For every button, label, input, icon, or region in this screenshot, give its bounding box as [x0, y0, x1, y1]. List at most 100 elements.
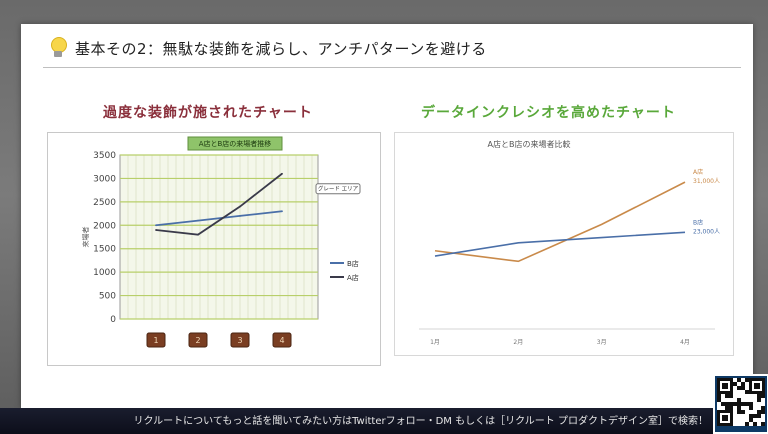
qr-module — [749, 414, 753, 418]
qr-module — [729, 406, 733, 410]
series-end-name: A店 — [693, 168, 703, 176]
annotation-text: グレード エリア — [318, 185, 359, 193]
x-tick-label: 4月 — [680, 339, 690, 346]
data-point — [155, 224, 157, 227]
qr-module — [741, 410, 745, 414]
qr-module — [737, 378, 741, 382]
qr-module — [757, 394, 761, 398]
data-point — [281, 172, 283, 175]
x-tick-label: 4 — [279, 336, 284, 345]
qr-module — [737, 386, 741, 390]
y-tick-label: 3500 — [93, 151, 116, 161]
x-category-box — [272, 332, 292, 348]
qr-module — [737, 402, 741, 406]
qr-module — [761, 410, 765, 414]
y-tick-label: 2000 — [93, 221, 116, 231]
x-tick-label: 1月 — [430, 339, 440, 346]
qr-module — [761, 406, 765, 410]
x-category-box — [146, 332, 166, 348]
qr-module — [749, 406, 753, 410]
legend-label: B店 — [347, 259, 359, 268]
x-tick-label: 3月 — [597, 339, 607, 346]
slide-title: 基本その2：無駄な装飾を減らし、アンチパターンを避ける — [75, 39, 487, 58]
qr-finder-core — [722, 415, 728, 421]
qr-module — [745, 422, 749, 426]
x-tick-label: 3 — [237, 336, 242, 345]
x-tick-label: 1 — [153, 336, 158, 345]
qr-module — [757, 410, 761, 414]
y-tick-label: 1500 — [93, 245, 116, 255]
x-category-box — [230, 332, 250, 348]
qr-module — [741, 402, 745, 406]
series-line-B店 — [155, 210, 283, 227]
header-divider — [43, 67, 741, 68]
qr-module — [753, 422, 757, 426]
x-tick-label: 2月 — [513, 339, 523, 346]
x-category-box — [188, 332, 208, 348]
data-point — [155, 229, 157, 231]
qr-module — [721, 402, 725, 406]
data-point — [239, 215, 241, 217]
qr-module — [749, 402, 753, 406]
lightbulb-icon — [49, 37, 67, 59]
qr-module — [733, 382, 737, 386]
y-axis-label: 来場者 — [81, 227, 90, 248]
y-tick-label: 2500 — [93, 198, 116, 208]
qr-module — [725, 394, 729, 398]
series-line-B店 — [434, 231, 686, 257]
qr-module — [745, 390, 749, 394]
title-box — [187, 136, 283, 151]
slide-header: 基本その2：無駄な装飾を減らし、アンチパターンを避ける — [49, 34, 733, 62]
chart-title: A店とB店の来場者推移 — [199, 139, 272, 148]
y-tick-label: 500 — [99, 292, 116, 302]
data-point — [197, 233, 199, 236]
footer-banner: リクルートについてもっと話を聞いてみたい方はTwitterフォロー・DM もしく… — [0, 408, 768, 434]
data-point — [197, 219, 199, 222]
y-tick-label: 0 — [110, 315, 116, 325]
data-point — [281, 210, 283, 213]
qr-module — [749, 418, 753, 422]
decorated-chart-svg: 0 500 1000 1500 2000 2500 3000 3500 来場者 A店とB店の来場者… — [81, 136, 361, 348]
qr-module — [725, 406, 729, 410]
series-end-name: B店 — [693, 218, 703, 226]
qr-finder-core — [754, 383, 760, 389]
y-tick-label: 1000 — [93, 268, 116, 278]
qr-module — [729, 402, 733, 406]
qr-module — [729, 394, 733, 398]
left-chart-heading: 過度な装飾が施されたチャート — [103, 105, 313, 121]
qr-module — [741, 382, 745, 386]
series-end-value: 31,000人 — [693, 178, 720, 185]
qr-code[interactable] — [713, 374, 768, 434]
clean-chart-svg: A店とB店の来場者比較 A店 31,000人 B店 23,000人 1月 2月 3月 4月 — [419, 139, 720, 346]
right-chart-heading: データインクレシオを高めたチャート — [421, 105, 676, 121]
qr-module — [745, 402, 749, 406]
chart-title: A店とB店の来場者比較 — [488, 139, 571, 149]
qr-module — [733, 402, 737, 406]
qr-module — [761, 394, 765, 398]
series-end-value: 23,000人 — [693, 228, 720, 235]
qr-module — [761, 422, 765, 426]
footer-text: リクルートについてもっと話を聞いてみたい方はTwitterフォロー・DM もしく… — [133, 416, 708, 427]
annotation-box — [315, 183, 361, 195]
data-point — [239, 205, 241, 208]
qr-finder-core — [722, 383, 728, 389]
qr-module — [737, 398, 741, 402]
presentation-slide: 基本その2：無駄な装飾を減らし、アンチパターンを避ける 過度な装飾が施されたチャ… — [21, 24, 753, 408]
qr-pattern — [717, 378, 765, 426]
qr-module — [741, 386, 745, 390]
y-tick-label: 3000 — [93, 174, 116, 184]
qr-module — [717, 394, 721, 398]
qr-module — [737, 410, 741, 414]
legend-label: A店 — [347, 273, 359, 282]
series-line-A店 — [155, 173, 283, 236]
qr-module — [745, 378, 749, 382]
qr-module — [757, 398, 761, 402]
clean-chart: A店とB店の来場者比較 A店 31,000人 B店 23,000人 1月 2月 3月 4月 — [394, 132, 734, 356]
qr-module — [717, 398, 721, 402]
qr-module — [725, 402, 729, 406]
qr-module — [757, 414, 761, 418]
x-tick-label: 2 — [195, 336, 200, 345]
series-line-A店 — [434, 181, 686, 263]
qr-module — [753, 414, 757, 418]
